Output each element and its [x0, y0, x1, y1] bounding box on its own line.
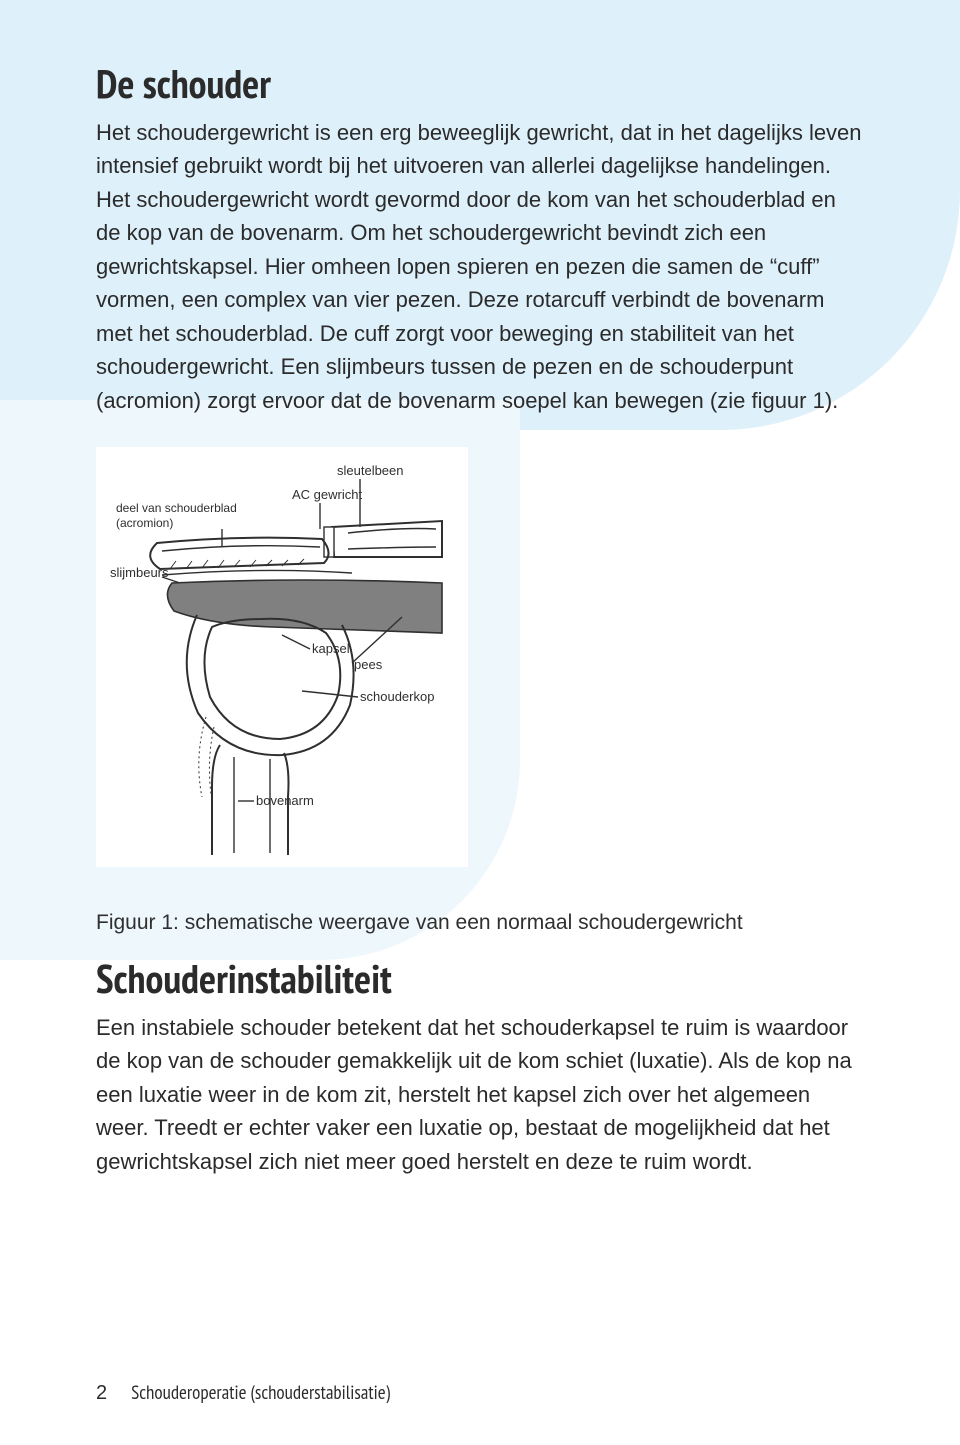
label-bovenarm: bovenarm: [256, 793, 314, 808]
label-sleutelbeen: sleutelbeen: [337, 463, 404, 478]
body-de-schouder: Het schoudergewricht is een erg beweegli…: [96, 116, 864, 417]
heading-de-schouder: De schouder: [96, 58, 864, 110]
page-content: De schouder Het schoudergewricht is een …: [0, 0, 960, 1178]
label-schouderkop: schouderkop: [360, 689, 434, 704]
figure-1-diagram: sleutelbeen AC gewricht deel van schoude…: [96, 447, 468, 867]
figure-1: sleutelbeen AC gewricht deel van schoude…: [96, 447, 468, 867]
label-pees: pees: [354, 657, 383, 672]
label-acromion: (acromion): [116, 516, 173, 530]
footer-title: Schouderoperatie (schouderstabilisatie): [131, 1381, 390, 1405]
page-footer: 2 Schouderoperatie (schouderstabilisatie…: [96, 1381, 390, 1405]
label-deel-van-schouderblad: deel van schouderblad: [116, 501, 237, 515]
figure-1-caption: Figuur 1: schematische weergave van een …: [96, 911, 864, 935]
heading-schouderinstabiliteit: Schouderinstabiliteit: [96, 953, 864, 1005]
label-ac-gewricht: AC gewricht: [292, 487, 362, 502]
label-slijmbeurs: slijmbeurs: [110, 565, 169, 580]
label-kapsel: kapsel: [312, 641, 350, 656]
shoulder-diagram-icon: sleutelbeen AC gewricht deel van schoude…: [102, 457, 462, 857]
page-number: 2: [96, 1382, 107, 1405]
body-schouderinstabiliteit: Een instabiele schouder betekent dat het…: [96, 1011, 864, 1178]
